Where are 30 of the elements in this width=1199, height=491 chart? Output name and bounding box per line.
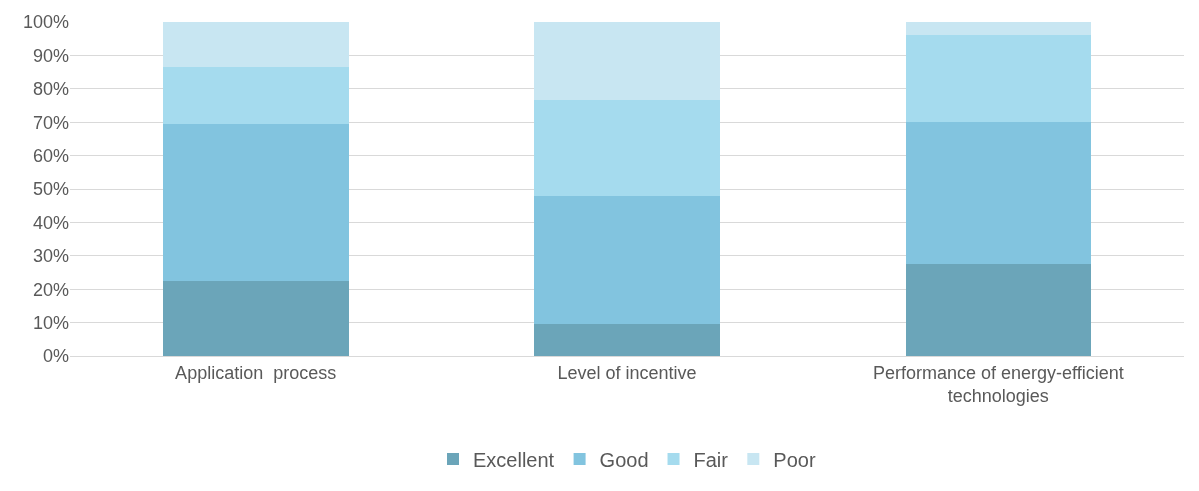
y-tick-label: 70% — [32, 112, 69, 133]
bar — [162, 280, 349, 356]
y-tick-label: 50% — [32, 179, 69, 200]
bar — [162, 123, 349, 281]
x-tick-label: Application process — [175, 362, 337, 383]
y-tick-label: 90% — [32, 45, 69, 66]
bar — [905, 22, 1092, 36]
bar — [534, 195, 720, 325]
legend-label: Poor — [773, 448, 816, 471]
x-tick-label: Level of incentive — [557, 362, 697, 383]
bar — [162, 67, 349, 124]
y-tick-label: 80% — [32, 79, 69, 100]
bar — [534, 100, 720, 196]
y-tick-label: 10% — [32, 312, 69, 333]
y-tick-label: 0% — [42, 346, 69, 367]
legend-label: Good — [599, 448, 649, 471]
y-tick-label: 20% — [32, 279, 69, 300]
bar — [905, 35, 1092, 123]
bar — [534, 324, 720, 356]
bar — [905, 264, 1092, 356]
y-tick-label: 60% — [32, 145, 69, 166]
y-tick-label: 30% — [32, 246, 69, 267]
y-tick-label: 100% — [22, 12, 69, 33]
bar — [162, 22, 349, 68]
x-tick-label: Performance of energy-efficient technologies — [872, 362, 1124, 406]
y-tick-label: 40% — [32, 212, 69, 233]
bar — [905, 122, 1092, 265]
legend-label: Excellent — [473, 448, 555, 471]
legend-label: Fair — [693, 448, 729, 471]
bar — [534, 22, 720, 101]
